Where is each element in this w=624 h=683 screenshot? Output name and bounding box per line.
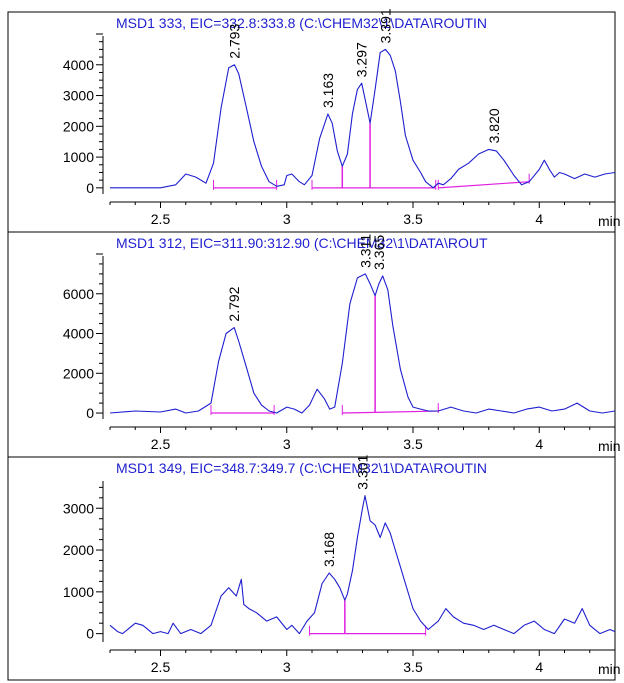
integration-marks [308, 600, 427, 636]
x-tick-label: 4 [535, 659, 543, 675]
y-tick-label: 3000 [63, 500, 94, 516]
y-tick-label: 0 [86, 626, 94, 642]
peak-label: 2.793 [226, 24, 242, 59]
chromatogram-trace [110, 48, 615, 189]
panel-title: MSD1 333, EIC=332.8:333.8 (C:\CHEM32\1\D… [116, 15, 487, 31]
x-tick-label: 3 [283, 436, 291, 452]
x-tick-label: 3.5 [403, 436, 423, 452]
x-tick-label: 3.5 [403, 659, 423, 675]
peak-label: 3.311 [357, 234, 373, 268]
y-tick-label: 3000 [63, 88, 94, 104]
x-tick-label: 4 [535, 436, 543, 452]
y-tick-label: 2000 [63, 118, 94, 134]
x-tick-label: 4 [535, 211, 543, 227]
chart-panel-1: MSD1 333, EIC=332.8:333.8 (C:\CHEM32\1\D… [7, 8, 621, 233]
integration-marks [213, 123, 530, 190]
y-tick-label: 4000 [63, 326, 94, 342]
y-tick-label: 1000 [63, 584, 94, 600]
peak-label: 3.297 [354, 42, 370, 77]
peak-label: 3.820 [486, 108, 502, 143]
y-tick-label: 0 [86, 405, 94, 421]
integration-baseline [342, 410, 439, 414]
panel-title: MSD1 349, EIC=348.7:349.7 (C:\CHEM32\1\D… [116, 460, 487, 476]
peak-label: 3.163 [320, 73, 336, 108]
x-tick-label: 2.5 [151, 211, 171, 227]
y-tick-label: 2000 [63, 542, 94, 558]
x-axis-label: min [598, 661, 621, 677]
chart-panel-3: MSD1 349, EIC=348.7:349.7 (C:\CHEM32\1\D… [7, 454, 621, 681]
peak-label: 3.301 [355, 454, 371, 489]
y-tick-label: 1000 [63, 149, 94, 165]
panel-frame [7, 456, 616, 681]
peak-label: 2.792 [226, 286, 242, 321]
chromatogram-panels: MSD1 333, EIC=332.8:333.8 (C:\CHEM32\1\D… [7, 8, 621, 681]
x-tick-label: 3 [283, 659, 291, 675]
peak-label: 3.365 [371, 235, 387, 270]
peak-label: 3.391 [377, 8, 393, 43]
x-tick-label: 2.5 [151, 436, 171, 452]
y-tick-label: 4000 [63, 57, 94, 73]
peak-label: 3.168 [321, 532, 337, 567]
chromatogram-trace [109, 273, 615, 414]
x-axis-label: min [598, 438, 621, 454]
panel-title: MSD1 312, EIC=311.90:312.90 (C:\CHEM32\1… [116, 235, 488, 251]
x-axis-label: min [598, 213, 621, 229]
chromatogram-trace [109, 495, 615, 635]
y-tick-label: 0 [86, 180, 94, 196]
x-tick-label: 2.5 [151, 659, 171, 675]
x-tick-label: 3.5 [403, 211, 423, 227]
x-tick-label: 3 [283, 211, 291, 227]
integration-baseline [438, 181, 530, 189]
y-tick-label: 2000 [63, 365, 94, 381]
y-tick-label: 6000 [63, 286, 94, 302]
integration-marks [210, 295, 439, 416]
